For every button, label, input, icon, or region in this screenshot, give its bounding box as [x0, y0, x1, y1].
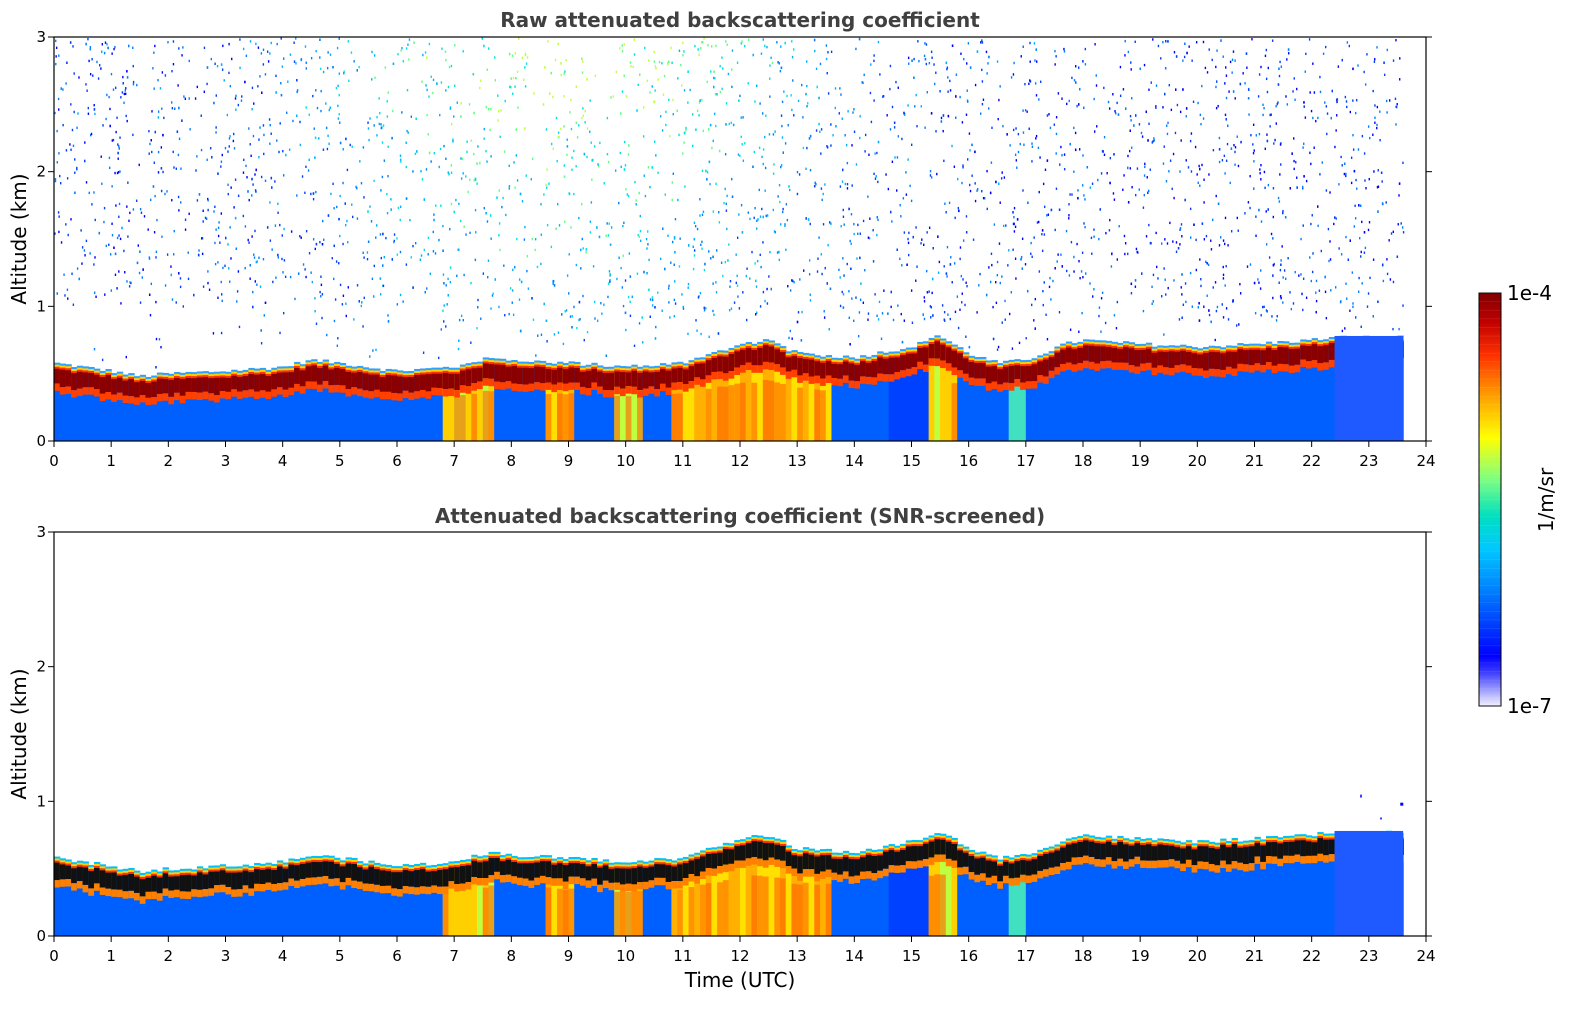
x-tick-label: 12 [730, 452, 749, 470]
x-tick-label: 21 [1245, 947, 1264, 965]
x-tick-label: 18 [1073, 947, 1092, 965]
x-tick-label: 8 [507, 452, 517, 470]
colorbar-min-label: 1e-7 [1507, 694, 1552, 718]
x-tick-label: 17 [1016, 947, 1035, 965]
x-tick-label: 3 [221, 452, 231, 470]
chart-title-screened: Attenuated backscattering coefficient (S… [435, 504, 1045, 528]
y-tick-label: 1 [36, 297, 46, 315]
y-axis-label-raw: Altitude (km) [7, 173, 31, 304]
x-tick-label: 7 [449, 947, 459, 965]
x-tick-label: 4 [278, 947, 288, 965]
y-tick-label: 3 [36, 523, 46, 541]
x-tick-label: 23 [1359, 452, 1378, 470]
y-tick-label: 3 [36, 28, 46, 46]
x-tick-label: 14 [845, 452, 864, 470]
y-tick-label: 2 [36, 658, 46, 676]
x-tick-label: 24 [1416, 452, 1435, 470]
y-tick-label: 1 [36, 792, 46, 810]
x-tick-label: 15 [902, 947, 921, 965]
x-tick-label: 7 [449, 452, 459, 470]
x-tick-label: 17 [1016, 452, 1035, 470]
x-tick-label: 0 [49, 947, 59, 965]
y-tick-label: 0 [36, 432, 46, 450]
chart-title-raw: Raw attenuated backscattering coefficien… [500, 8, 980, 32]
x-tick-label: 16 [959, 452, 978, 470]
x-tick-label: 18 [1073, 452, 1092, 470]
y-tick-label: 2 [36, 163, 46, 181]
x-tick-label: 11 [673, 947, 692, 965]
x-tick-label: 21 [1245, 452, 1264, 470]
x-tick-label: 9 [564, 452, 574, 470]
x-tick-label: 6 [392, 452, 402, 470]
colorbar-unit-label: 1/m/sr [1534, 468, 1558, 532]
x-tick-label: 12 [730, 947, 749, 965]
x-tick-label: 3 [221, 947, 231, 965]
x-tick-label: 20 [1188, 947, 1207, 965]
x-tick-label: 9 [564, 947, 574, 965]
x-tick-label: 22 [1302, 947, 1321, 965]
x-tick-label: 23 [1359, 947, 1378, 965]
x-tick-label: 4 [278, 452, 288, 470]
x-tick-label: 0 [49, 452, 59, 470]
x-tick-label: 10 [616, 947, 635, 965]
x-tick-label: 2 [164, 452, 174, 470]
y-axis-label-screened: Altitude (km) [7, 668, 31, 799]
x-tick-label: 22 [1302, 452, 1321, 470]
x-tick-label: 10 [616, 452, 635, 470]
x-tick-label: 13 [788, 452, 807, 470]
x-tick-label: 1 [106, 947, 116, 965]
x-tick-label: 5 [335, 452, 345, 470]
colorbar-max-label: 1e-4 [1507, 281, 1552, 305]
x-tick-label: 15 [902, 452, 921, 470]
x-tick-label: 24 [1416, 947, 1435, 965]
x-tick-label: 19 [1131, 947, 1150, 965]
x-tick-label: 6 [392, 947, 402, 965]
x-tick-label: 16 [959, 947, 978, 965]
x-tick-label: 8 [507, 947, 517, 965]
x-tick-label: 1 [106, 452, 116, 470]
x-tick-label: 11 [673, 452, 692, 470]
x-tick-label: 14 [845, 947, 864, 965]
x-axis-label: Time (UTC) [685, 968, 796, 992]
heatmap-cells [54, 795, 1404, 936]
x-tick-label: 5 [335, 947, 345, 965]
x-tick-label: 2 [164, 947, 174, 965]
colorbar [1479, 293, 1501, 706]
x-tick-label: 20 [1188, 452, 1207, 470]
y-tick-label: 0 [36, 927, 46, 945]
x-tick-label: 13 [788, 947, 807, 965]
heatmap-cells [54, 37, 1404, 441]
x-tick-label: 19 [1131, 452, 1150, 470]
